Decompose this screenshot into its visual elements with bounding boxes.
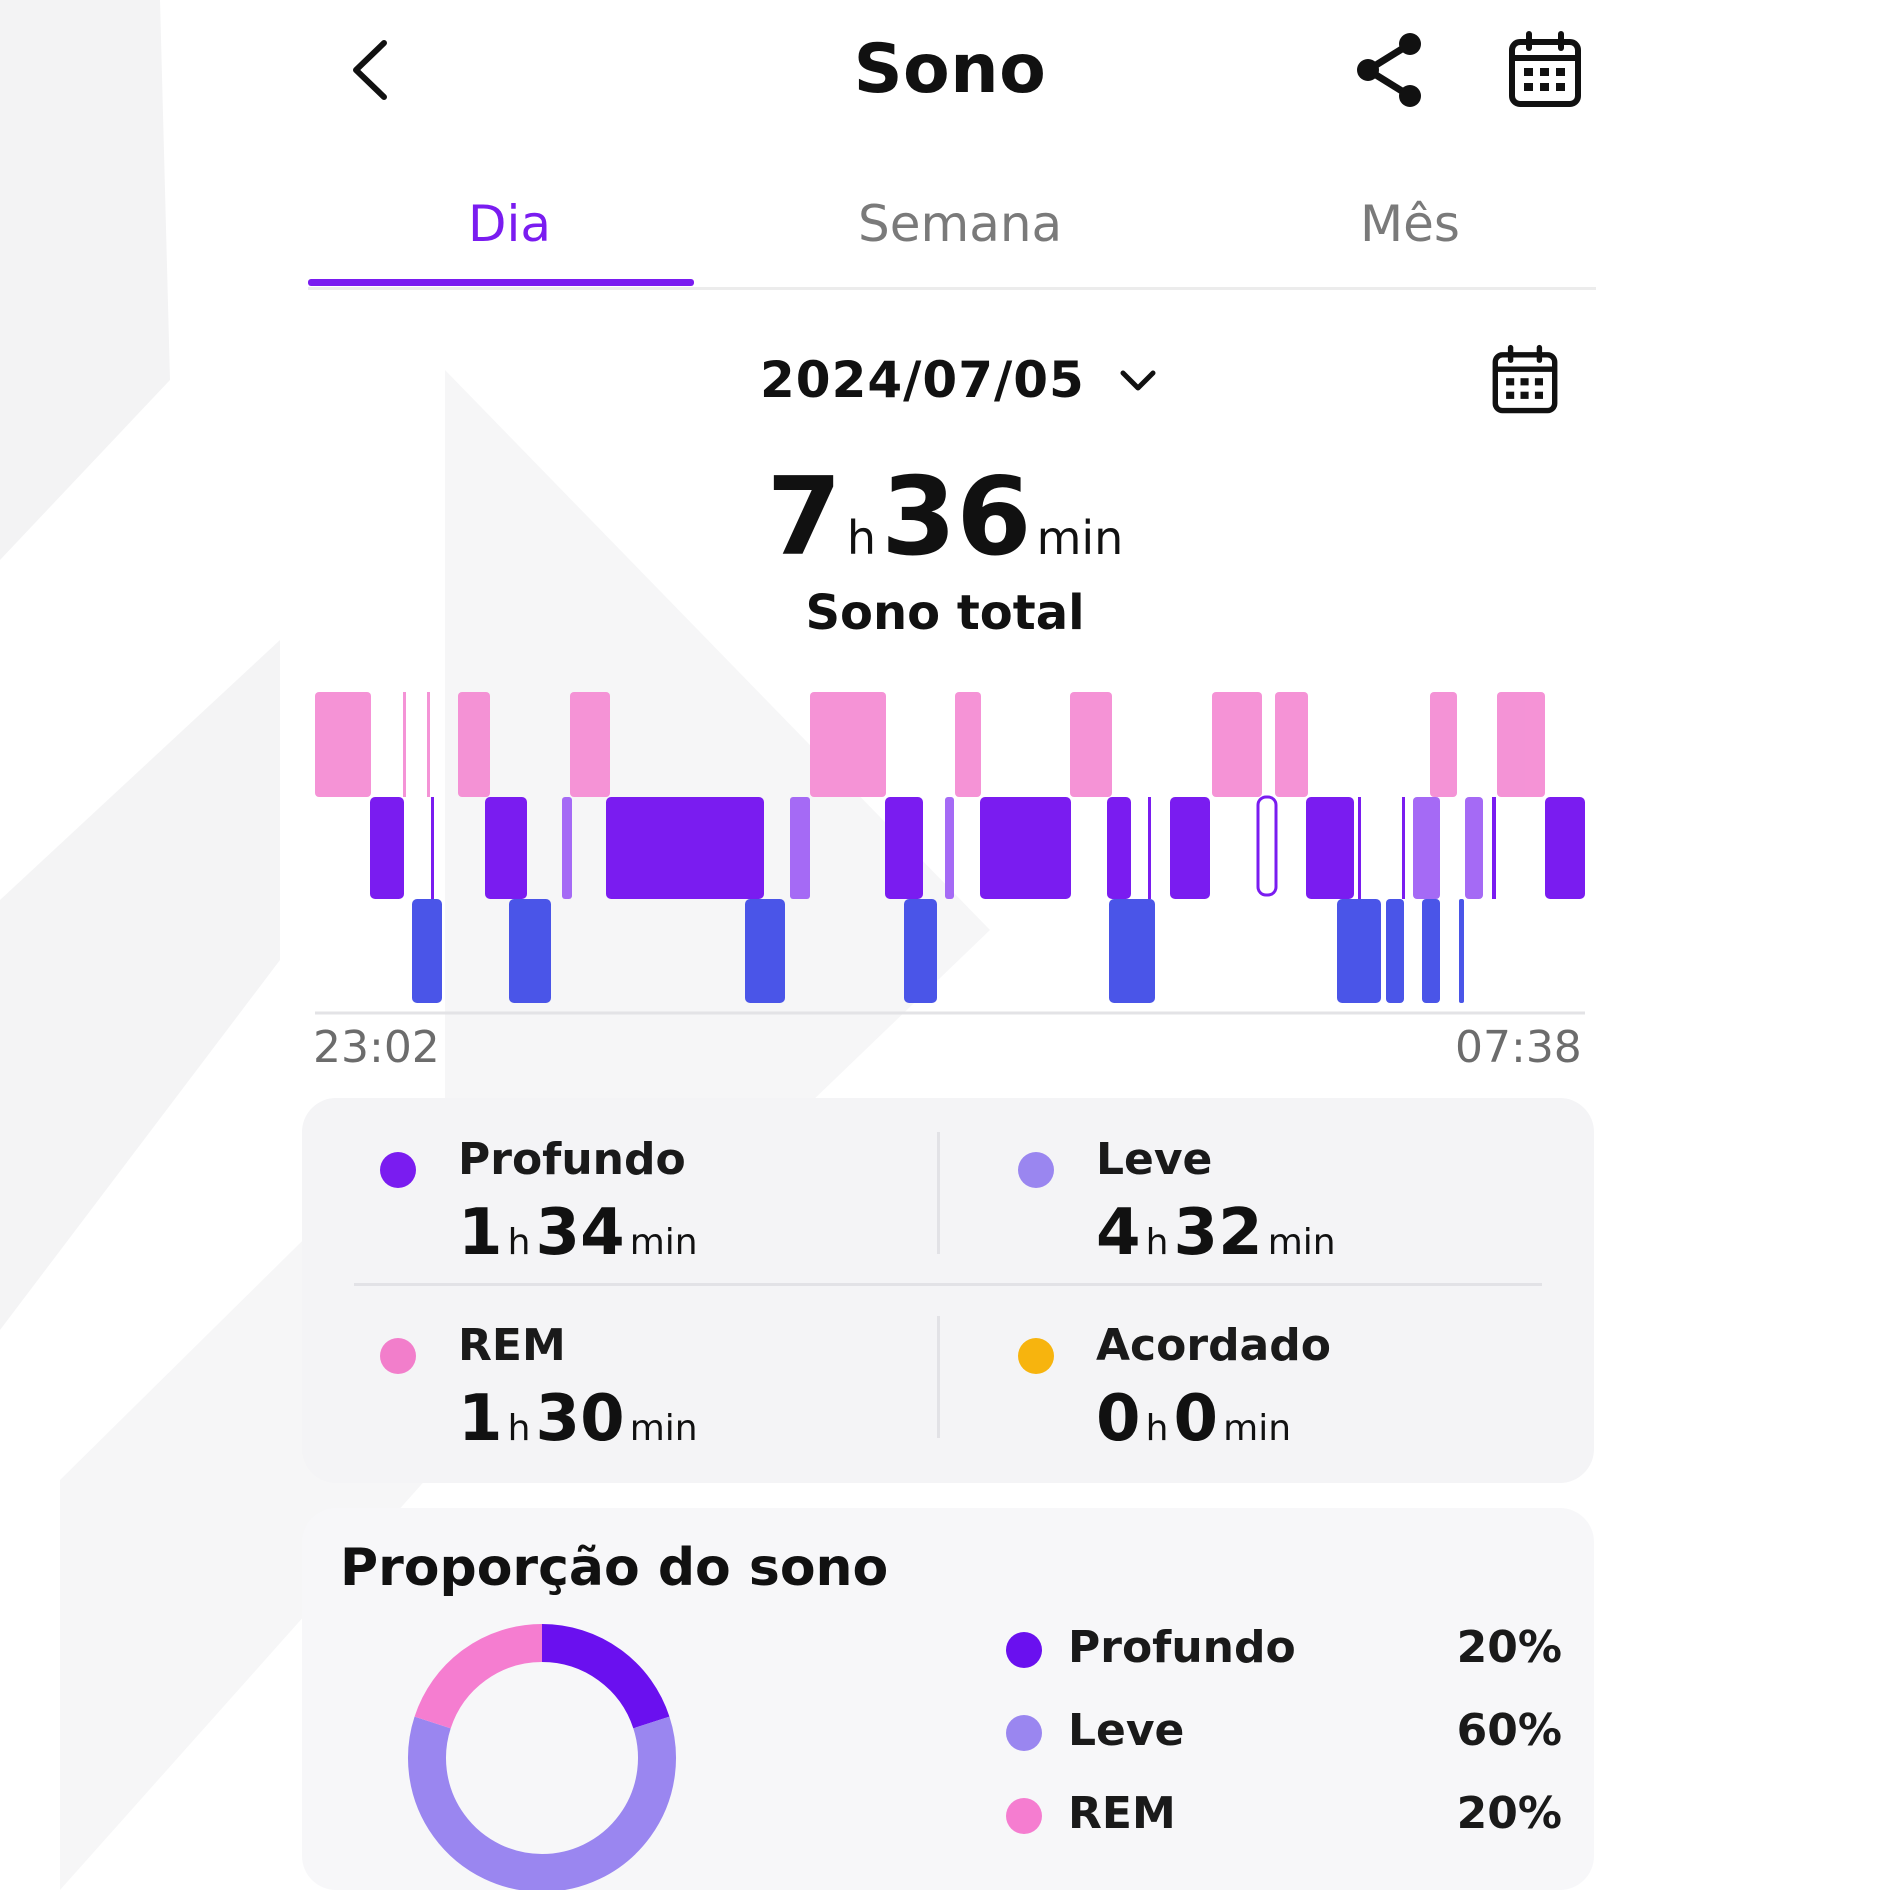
total-sleep-label: Sono total: [805, 585, 1085, 641]
date-selector[interactable]: 2024/07/05: [760, 345, 1161, 415]
chevron-left-icon: [353, 40, 387, 100]
legend-row-deep: Profundo 20%: [1002, 1620, 1562, 1680]
legend-dot: [1006, 1715, 1042, 1751]
stat-minutes-unit: min: [629, 1222, 698, 1263]
calendar-icon: [1492, 344, 1558, 414]
legend-name: Profundo: [1068, 1622, 1296, 1673]
sleep-end-time: 07:38: [1455, 1022, 1582, 1073]
stat-label: Acordado: [1096, 1320, 1331, 1371]
stat-minutes: 0: [1173, 1382, 1219, 1456]
tab-day[interactable]: Dia: [468, 195, 552, 253]
back-button[interactable]: [330, 30, 410, 110]
awake-color-dot: [1018, 1338, 1054, 1374]
stat-hours-unit: h: [1145, 1222, 1169, 1263]
total-hours-unit: h: [846, 511, 877, 565]
stat-hours-unit: h: [507, 1222, 531, 1263]
rem-color-dot: [380, 1338, 416, 1374]
sleep-stages-card: Profundo 1 h 34 min Leve 4 h 32 min REM …: [302, 1098, 1594, 1483]
total-sleep-value: 7 h 36 min: [0, 455, 1890, 580]
stat-label: REM: [458, 1320, 566, 1371]
page-title: Sono: [853, 30, 1047, 109]
stat-awake: Acordado 0 h 0 min: [1018, 1320, 1618, 1470]
deep-color-dot: [380, 1152, 416, 1188]
stat-hours: 1: [458, 1382, 503, 1456]
stat-value: 4 h 32 min: [1096, 1196, 1336, 1270]
stat-light: Leve 4 h 32 min: [1018, 1134, 1618, 1284]
calendar-icon: [1509, 31, 1581, 107]
light-stage-blocks: [370, 795, 1585, 899]
stat-hours-unit: h: [1145, 1408, 1169, 1449]
legend-percent: 60%: [1456, 1705, 1562, 1756]
legend-name: Leve: [1068, 1705, 1185, 1756]
date-calendar-button[interactable]: [1480, 335, 1570, 425]
stat-minutes-unit: min: [1223, 1408, 1292, 1449]
share-button[interactable]: [1345, 25, 1435, 115]
stat-deep: Profundo 1 h 34 min: [380, 1134, 980, 1284]
total-minutes: 36: [881, 455, 1032, 580]
stat-label: Profundo: [458, 1134, 686, 1185]
donut-segment-profundo: [541, 1624, 670, 1729]
legend-row-rem: REM 20%: [1002, 1786, 1562, 1846]
stat-hours: 4: [1096, 1196, 1141, 1270]
legend-dot: [1006, 1632, 1042, 1668]
period-tabs: Dia Semana Mês: [308, 185, 1596, 290]
stat-minutes: 34: [535, 1196, 625, 1270]
legend-percent: 20%: [1456, 1622, 1562, 1673]
legend-percent: 20%: [1456, 1788, 1562, 1839]
share-icon: [1357, 33, 1421, 107]
sleep-proportion-card: Proporção do sono Profundo 20% Leve 60% …: [302, 1508, 1594, 1890]
stat-minutes-unit: min: [629, 1408, 698, 1449]
stat-value: 1 h 34 min: [458, 1196, 698, 1270]
stat-hours-unit: h: [507, 1408, 531, 1449]
total-minutes-unit: min: [1036, 511, 1124, 565]
stat-hours: 0: [1096, 1382, 1141, 1456]
total-hours: 7: [766, 455, 842, 580]
stat-value: 1 h 30 min: [458, 1382, 698, 1456]
light-color-dot: [1018, 1152, 1054, 1188]
legend-name: REM: [1068, 1788, 1176, 1839]
stat-minutes: 32: [1173, 1196, 1263, 1270]
legend-dot: [1006, 1798, 1042, 1834]
divider: [937, 1132, 940, 1254]
stat-label: Leve: [1096, 1134, 1213, 1185]
app-header: Sono: [300, 20, 1600, 120]
donut-segment-rem: [414, 1624, 543, 1729]
rem-stage-blocks: [315, 692, 1545, 797]
deep-stage-blocks: [412, 899, 1464, 1003]
proportion-title: Proporção do sono: [340, 1538, 889, 1598]
divider: [937, 1316, 940, 1438]
calendar-button[interactable]: [1500, 25, 1590, 115]
chevron-down-icon: [1115, 357, 1161, 403]
tab-month[interactable]: Mês: [1360, 195, 1460, 253]
sleep-start-time: 23:02: [313, 1022, 440, 1073]
sleep-proportion-donut: [408, 1624, 676, 1890]
date-value: 2024/07/05: [760, 351, 1085, 409]
active-tab-indicator: [308, 279, 694, 286]
tab-week[interactable]: Semana: [858, 195, 1063, 253]
divider: [354, 1283, 1542, 1286]
donut-segment-leve: [408, 1716, 676, 1890]
stat-rem: REM 1 h 30 min: [380, 1320, 980, 1470]
stat-minutes: 30: [535, 1382, 625, 1456]
sleep-hypnogram: [315, 692, 1585, 1015]
stat-hours: 1: [458, 1196, 503, 1270]
stat-minutes-unit: min: [1267, 1222, 1336, 1263]
legend-row-light: Leve 60%: [1002, 1703, 1562, 1763]
stat-value: 0 h 0 min: [1096, 1382, 1291, 1456]
